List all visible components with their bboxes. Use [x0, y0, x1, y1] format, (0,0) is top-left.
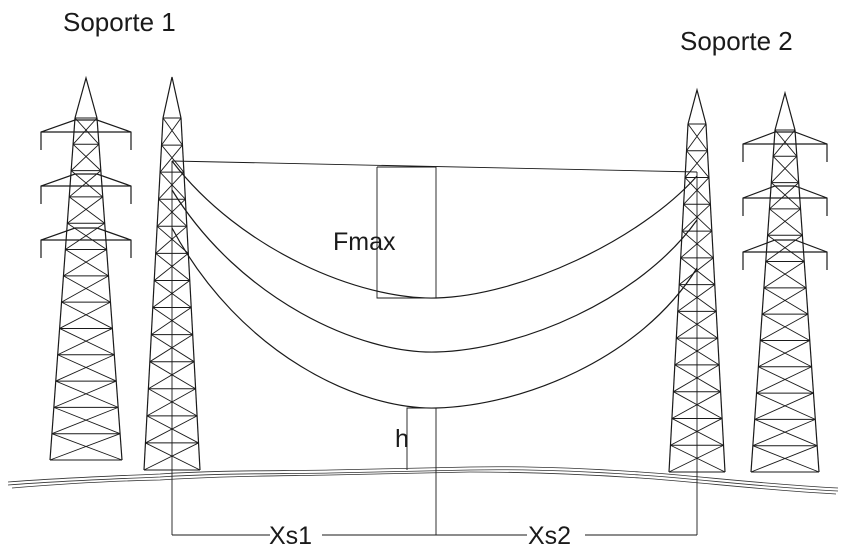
- ground: [7, 466, 839, 495]
- tower-1-rear: [40, 75, 132, 461]
- conductor-top: [171, 160, 698, 299]
- support-1-label: Soporte 1: [63, 7, 176, 37]
- tower-2-rear: [742, 90, 828, 473]
- clearance-label: h: [395, 425, 409, 453]
- tower-2-front: [668, 87, 726, 473]
- clearance-bracket: [406, 407, 436, 470]
- sag-bracket: [376, 166, 437, 299]
- towers: [40, 75, 828, 473]
- conductor-middle: [171, 189, 698, 353]
- span-1-label: Xs1: [269, 522, 312, 550]
- support-2-label: Soporte 2: [680, 26, 793, 56]
- chord-line: [171, 160, 698, 173]
- sag-label: Fmax: [333, 228, 396, 256]
- conductor-bottom: [171, 227, 698, 409]
- span-2-label: Xs2: [528, 522, 571, 550]
